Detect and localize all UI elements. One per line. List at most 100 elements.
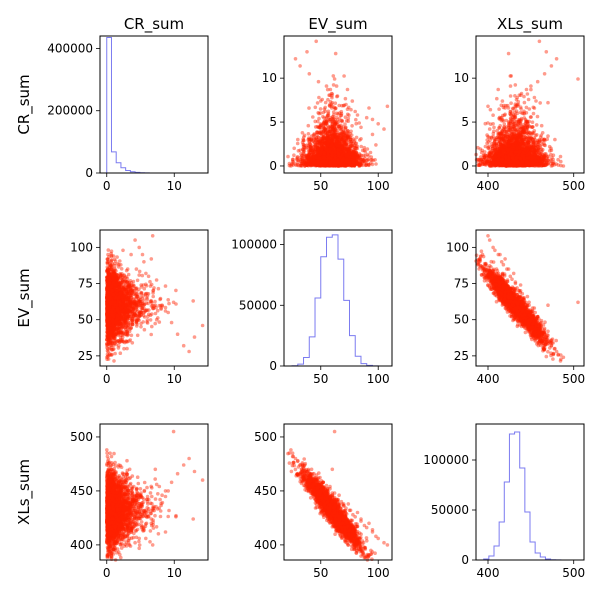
scatter-point: [330, 153, 335, 158]
scatter-point: [342, 160, 347, 164]
scatter-point: [296, 137, 300, 142]
scatter-point: [306, 137, 311, 142]
scatter-point: [488, 152, 493, 156]
scatter-point: [319, 99, 323, 103]
scatter-point: [342, 159, 347, 164]
scatter-point: [343, 161, 347, 165]
scatter-point: [343, 143, 347, 147]
scatter-point: [322, 123, 326, 127]
scatter-point: [343, 161, 347, 165]
scatter-point: [325, 157, 330, 162]
scatter-point: [318, 122, 323, 126]
scatter-point: [339, 155, 344, 160]
scatter-point: [342, 156, 347, 160]
panel-0-0-ytick-label: 200000: [47, 104, 93, 118]
scatter-point: [329, 143, 333, 148]
scatter-point: [290, 162, 295, 166]
scatter-point: [374, 162, 378, 166]
scatter-point: [331, 137, 335, 141]
scatter-point: [338, 144, 343, 148]
scatter-point: [332, 157, 337, 162]
scatter-point: [314, 153, 319, 158]
scatter-point: [359, 144, 364, 149]
scatter-point: [333, 133, 337, 137]
scatter-point: [321, 133, 326, 137]
panel-0-0-xtick-label: 0: [103, 179, 111, 193]
scatter-point: [334, 84, 339, 88]
scatter-point: [331, 128, 336, 132]
scatter-point: [341, 158, 346, 163]
scatter-point: [334, 163, 339, 167]
scatter-point: [302, 164, 307, 168]
scatter-point: [344, 102, 348, 107]
scatter-point: [320, 151, 324, 156]
scatter-point: [345, 161, 349, 165]
scatter-point: [333, 155, 338, 159]
scatter-point: [352, 140, 357, 144]
scatter-point: [320, 151, 325, 155]
scatter-point: [340, 161, 344, 166]
scatter-point: [339, 125, 344, 130]
scatter-point: [357, 121, 362, 125]
scatter-point: [328, 163, 332, 167]
scatter-point: [315, 101, 320, 105]
scatter-point: [325, 130, 330, 135]
scatter-point: [338, 153, 343, 157]
scatter-point: [286, 154, 290, 159]
scatter-point: [346, 150, 350, 154]
scatter-point: [323, 100, 328, 105]
scatter-point: [322, 152, 326, 157]
scatter-point: [292, 146, 297, 151]
scatter-point: [317, 116, 321, 121]
scatter-point: [342, 153, 347, 158]
scatter-point: [327, 129, 331, 134]
scatter-point: [333, 160, 337, 165]
scatter-point: [326, 158, 331, 163]
scatter-point: [307, 139, 312, 144]
scatter-point: [321, 139, 325, 144]
scatter-point: [325, 154, 329, 159]
scatter-point: [324, 150, 329, 155]
scatter-point: [332, 143, 337, 147]
scatter-point: [301, 138, 306, 143]
scatter-point: [366, 154, 371, 158]
scatter-point: [329, 152, 333, 156]
scatter-point: [351, 151, 355, 155]
scatter-point: [334, 132, 339, 137]
scatter-point: [324, 131, 328, 135]
scatter-point: [556, 157, 560, 162]
scatter-point: [332, 162, 337, 166]
scatter-point: [348, 141, 353, 145]
scatter-point: [330, 162, 335, 166]
scatter-point: [531, 111, 536, 116]
scatter-point: [316, 125, 321, 130]
scatter-point: [318, 153, 323, 157]
scatter-point: [540, 131, 545, 135]
scatter-point: [340, 162, 345, 166]
scatter-point: [385, 104, 390, 109]
scatter-point: [327, 157, 331, 161]
panel-0-0-xtick-label: 10: [167, 179, 182, 193]
scatter-point: [316, 150, 321, 154]
scatter-point: [352, 163, 357, 167]
scatter-point: [310, 157, 314, 162]
scatter-point: [317, 111, 321, 116]
scatter-point: [318, 162, 323, 167]
scatter-point: [483, 162, 487, 167]
scatter-point: [341, 154, 346, 159]
scatter-point: [347, 157, 352, 162]
scatter-point: [330, 143, 334, 147]
scatter-point: [323, 163, 327, 167]
scatter-point: [330, 156, 335, 161]
scatter-point: [336, 163, 340, 167]
scatter-point: [354, 121, 359, 126]
scatter-point: [350, 144, 354, 149]
scatter-point: [328, 129, 333, 134]
scatter-point: [321, 154, 325, 158]
scatter-point: [538, 101, 542, 105]
scatter-point: [296, 160, 300, 164]
scatter-point: [339, 159, 344, 163]
scatter-point: [349, 129, 353, 134]
scatter-point: [324, 161, 328, 166]
scatter-point: [341, 158, 346, 162]
